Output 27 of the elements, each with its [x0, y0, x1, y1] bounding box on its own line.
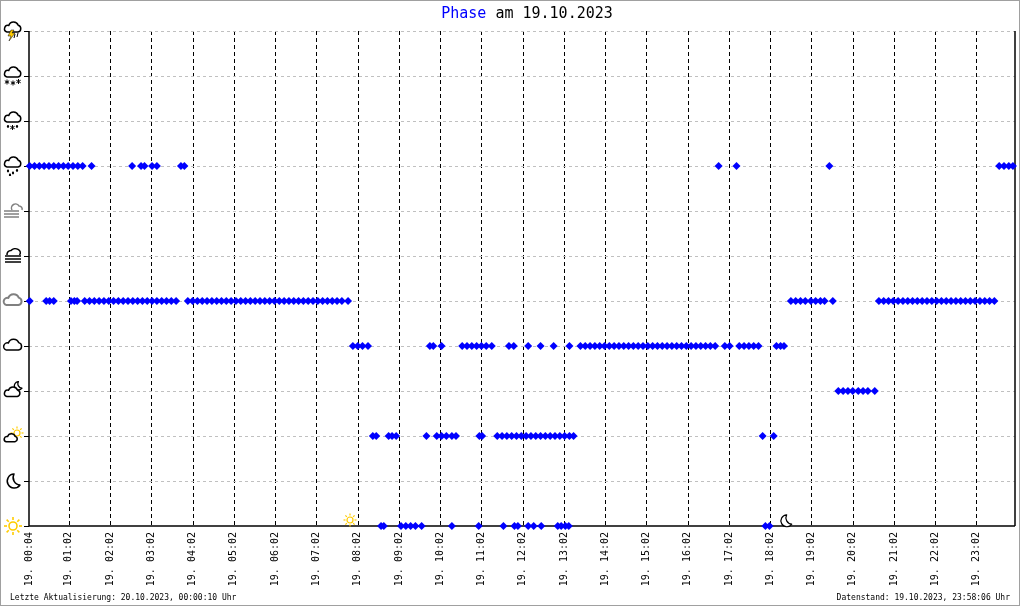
x-tick-label: 19. 09:02	[392, 532, 404, 587]
x-tick-label: 19. 12:02	[516, 532, 528, 587]
x-tick-label: 19. 17:02	[722, 532, 734, 587]
x-tick-label: 19. 16:02	[681, 532, 693, 587]
x-tick-label: 19. 05:02	[227, 532, 239, 587]
chart-title: Phase am 19.10.2023	[440, 4, 614, 22]
x-tick-label: 19. 04:02	[186, 532, 198, 587]
x-tick-label: 19. 22:02	[928, 532, 940, 587]
x-tick-label: 19. 01:02	[62, 532, 74, 587]
x-tick-label: 19. 21:02	[887, 532, 899, 587]
text: Letzte Aktualisierung: 20.10.2023, 00:00:10 Uhr	[10, 593, 237, 603]
x-tick-label: 19. 03:02	[144, 532, 156, 587]
x-tick-label: 19. 07:02	[310, 532, 322, 587]
x-tick-label: 19. 18:02	[763, 532, 775, 587]
x-tick-label: 19. 06:02	[268, 532, 280, 587]
x-tick-label: 19. 15:02	[640, 532, 652, 587]
x-tick-label: 19. 19:02	[805, 532, 817, 587]
x-tick-label: 19. 23:02	[970, 532, 982, 587]
x-tick-label: 19. 13:02	[557, 532, 569, 587]
x-tick-label: 19. 14:02	[598, 532, 610, 587]
text: Datenstand: 19.10.2023, 23:58:06 Uhr	[836, 593, 1010, 603]
x-tick-label: 19. 10:02	[433, 532, 445, 587]
x-tick-label: 19. 08:02	[351, 532, 363, 587]
x-tick-label: 19. 00:04	[22, 532, 34, 587]
x-tick-label: 19. 02:02	[103, 532, 115, 587]
x-tick-label: 19. 20:02	[846, 532, 858, 587]
x-tick-label: 19. 11:02	[475, 532, 487, 587]
